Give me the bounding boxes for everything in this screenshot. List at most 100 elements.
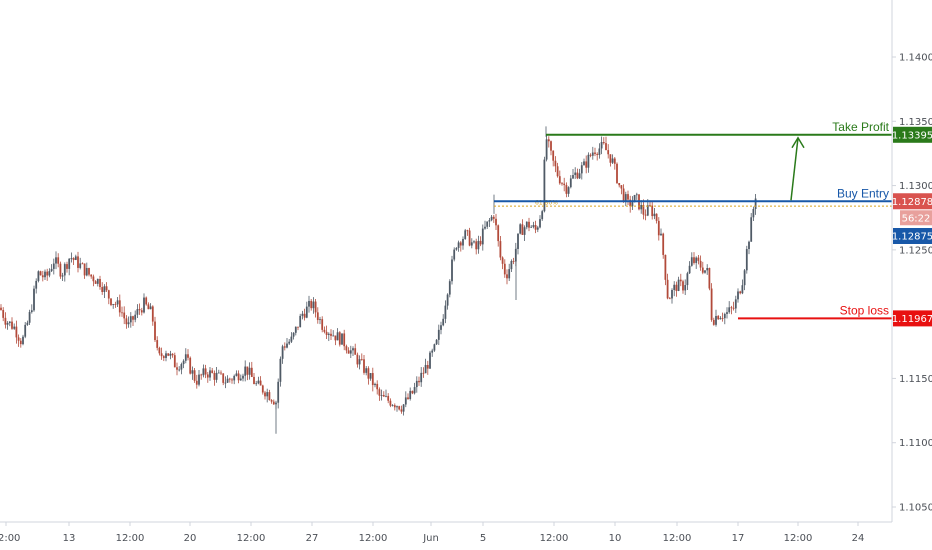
candle-body	[138, 309, 141, 311]
candle-body	[407, 397, 409, 399]
candle-body	[389, 400, 392, 406]
time-tick-label: Jun	[422, 533, 439, 544]
candle-body	[686, 273, 689, 286]
candle-body	[726, 312, 728, 314]
candle-body	[517, 233, 519, 249]
candle-body	[129, 316, 132, 323]
candle-body	[631, 202, 634, 207]
candle-body	[376, 383, 379, 390]
candle-body	[426, 364, 429, 369]
candle-body	[134, 314, 137, 320]
candle-body	[662, 233, 665, 255]
candle-body	[26, 322, 29, 325]
candle-body	[404, 397, 407, 405]
candle-body	[143, 297, 145, 313]
candle-body	[510, 260, 513, 270]
candle-body	[655, 213, 658, 221]
candle-body	[563, 183, 566, 186]
time-tick-label: 5	[480, 533, 486, 544]
candle-body	[622, 188, 625, 202]
candle-body	[41, 275, 44, 278]
candle-body	[352, 348, 354, 351]
candle-body	[561, 183, 563, 185]
candle-body	[556, 166, 559, 177]
candle-body	[33, 288, 35, 311]
candle-body	[195, 380, 198, 385]
candle-body	[382, 395, 385, 397]
price-tags: 1.13395 1.12878 56:22 1.12875 1.11967	[892, 126, 932, 327]
candle-body	[398, 406, 401, 410]
candle-body	[246, 366, 249, 375]
last-price-tag	[893, 193, 932, 210]
candle-body	[508, 269, 511, 279]
candle-body	[94, 281, 97, 284]
candle-body	[35, 280, 38, 289]
candle-body	[59, 263, 62, 277]
candle-body	[651, 205, 654, 217]
candle-body	[171, 353, 174, 356]
candle-body	[730, 307, 733, 309]
candle-body	[473, 241, 475, 243]
candle-body	[22, 336, 24, 345]
candle-body	[521, 224, 524, 235]
candle-body	[708, 268, 711, 289]
candle-body	[477, 240, 480, 250]
candle-body	[81, 263, 84, 265]
candle-body	[305, 306, 308, 318]
candle-body	[459, 242, 462, 246]
candle-body	[506, 274, 508, 279]
price-tick-label: 1.14000	[899, 53, 932, 64]
target-arrow-head	[791, 136, 805, 149]
candle-body	[213, 372, 216, 380]
candle-body	[257, 380, 260, 384]
candle-body	[264, 392, 266, 397]
candle-body	[283, 346, 286, 348]
time-tick-label: 12:00	[116, 533, 145, 544]
candle-body	[675, 284, 678, 291]
candle-body	[578, 173, 581, 179]
candle-body	[123, 312, 126, 319]
price-tick-label: 1.12500	[899, 245, 932, 256]
candle-body	[743, 270, 746, 286]
candle-body	[653, 213, 656, 217]
candle-body	[187, 354, 189, 358]
candle-body	[184, 354, 187, 361]
time-tick-label: 12:00	[359, 533, 388, 544]
candle-body	[400, 409, 403, 412]
candle-body	[737, 291, 739, 300]
candle-body	[314, 301, 317, 313]
candle-body	[583, 161, 585, 166]
candle-body	[572, 175, 574, 179]
candle-body	[367, 368, 370, 379]
candle-body	[451, 259, 453, 282]
candle-body	[422, 372, 425, 374]
candle-body	[204, 368, 207, 375]
candle-body	[598, 148, 601, 155]
candle-body	[101, 287, 104, 292]
candle-body	[693, 257, 695, 263]
candle-body	[57, 257, 60, 264]
candle-body	[431, 350, 434, 353]
time-tick-label: 20	[184, 533, 197, 544]
candle-body	[719, 318, 722, 320]
candle-body	[715, 315, 717, 325]
time-axis[interactable]: 12:00 13 12:00 20 12:00 27 12:00 Jun 5 12:00 10 12:…	[0, 522, 864, 544]
candle-body	[77, 256, 79, 268]
candle-body	[679, 279, 682, 282]
candle-body	[17, 337, 20, 341]
candle-body	[30, 310, 33, 313]
candle-body	[363, 359, 365, 373]
candle-body	[415, 380, 418, 388]
candle-body	[224, 382, 227, 384]
candle-body	[105, 286, 108, 291]
candle-body	[574, 172, 577, 176]
candle-body	[420, 372, 423, 383]
candle-body	[741, 285, 744, 294]
candle-body	[90, 274, 93, 277]
candle-body	[200, 374, 203, 376]
candle-body	[585, 161, 588, 168]
candle-body	[110, 298, 112, 305]
candle-body	[2, 309, 5, 318]
candle-body	[525, 221, 528, 228]
